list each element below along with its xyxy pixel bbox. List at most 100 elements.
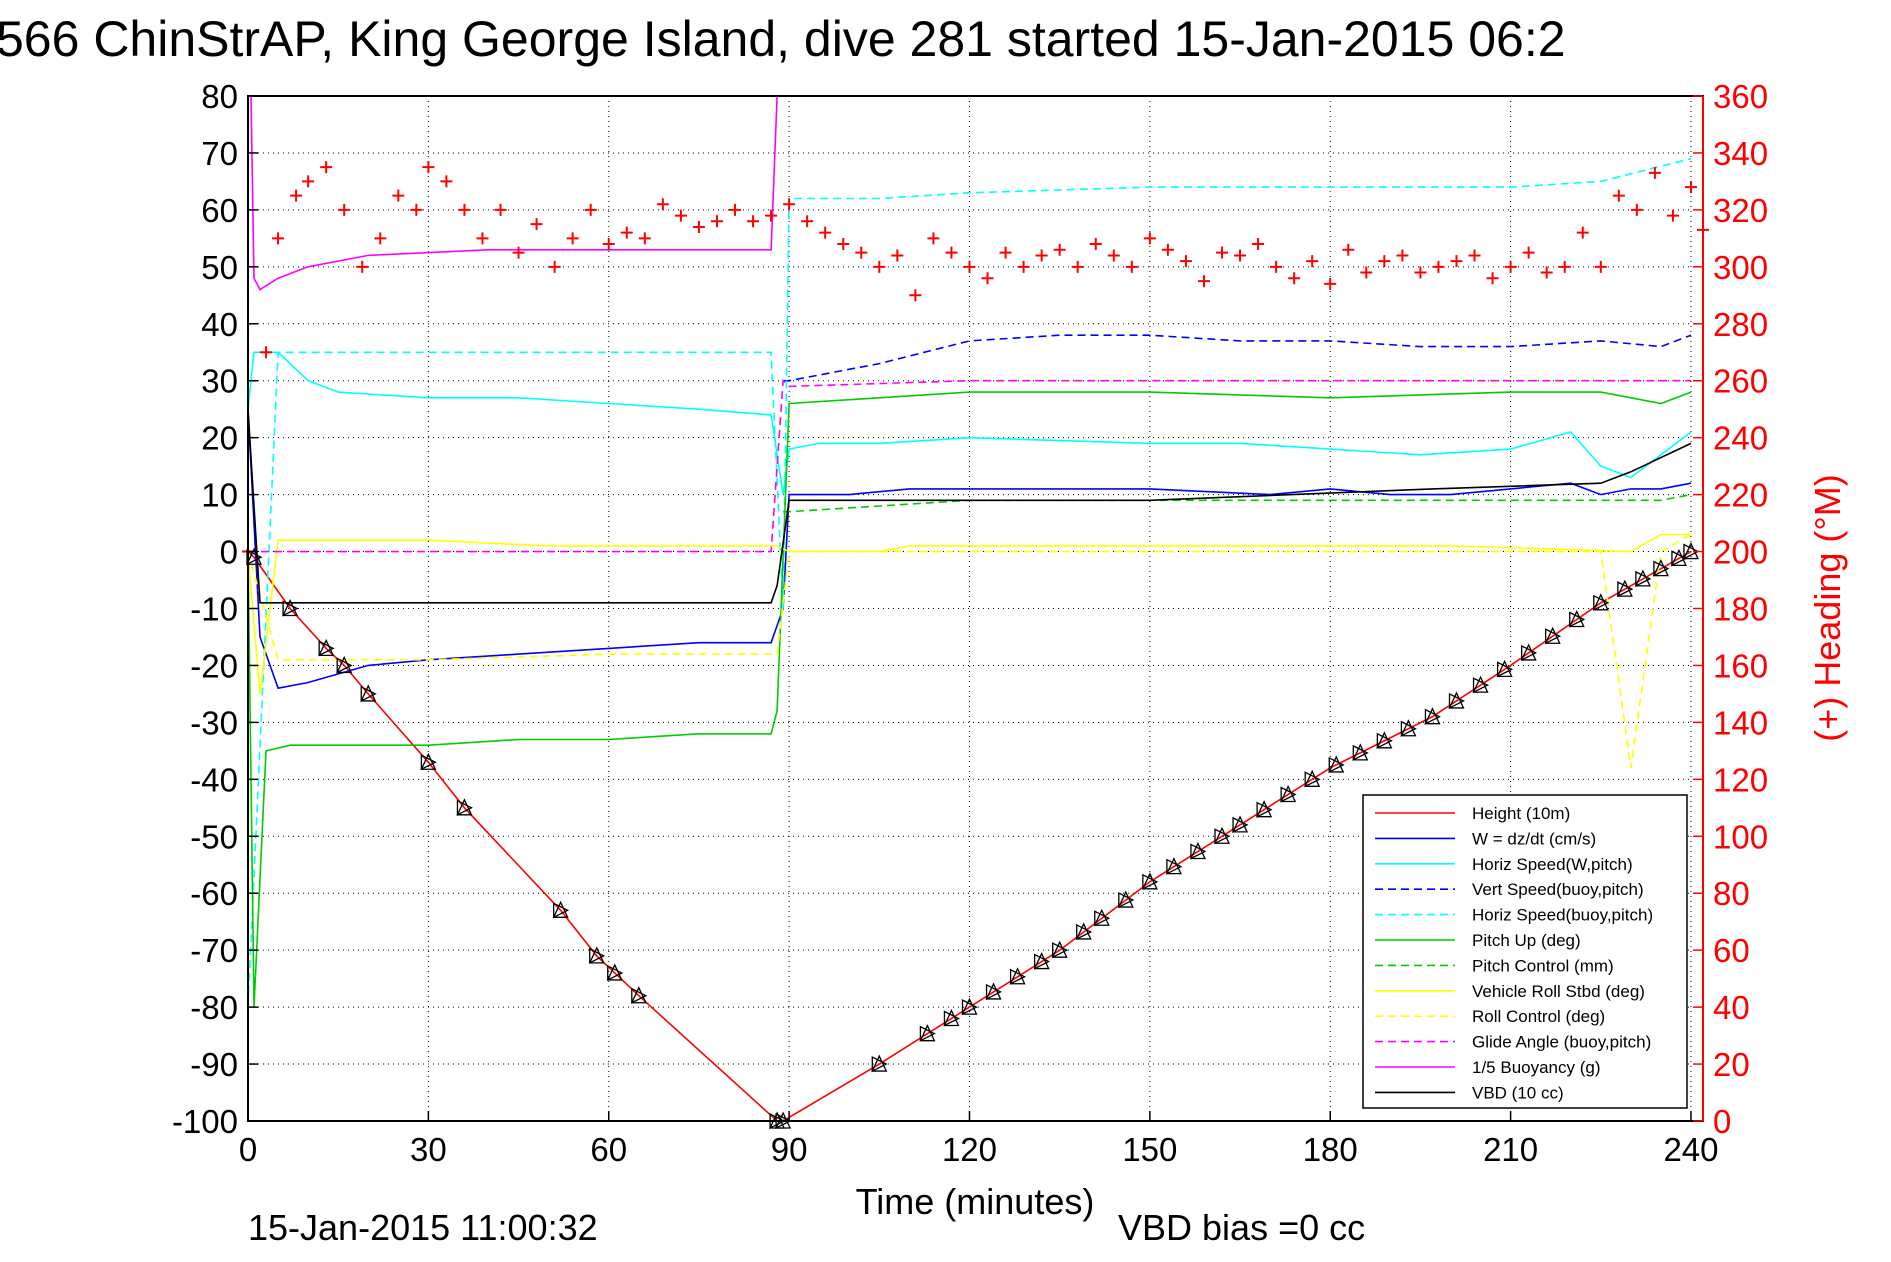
height-marker-right <box>1683 543 1700 560</box>
heading-point <box>440 175 453 188</box>
height-marker-up <box>1652 559 1669 577</box>
height-marker-right <box>552 902 570 919</box>
heading-point <box>1107 249 1120 262</box>
heading-point <box>1179 255 1192 268</box>
height-marker-right <box>1076 923 1093 940</box>
heading-point <box>512 246 525 259</box>
heading-point <box>566 232 579 245</box>
y-tick-label: -30 <box>190 704 238 741</box>
heading-point <box>710 215 723 228</box>
y-right-tick-label: 120 <box>1713 761 1768 798</box>
heading-point <box>765 209 778 222</box>
height-marker-up <box>1424 707 1441 725</box>
y-right-tick-label: 200 <box>1713 534 1768 571</box>
heading-point <box>1161 243 1174 256</box>
y-right-tick-label: 240 <box>1713 420 1768 457</box>
height-marker-right <box>1424 708 1441 725</box>
y-axis-right-label: (+) Heading (°M) <box>1807 474 1848 741</box>
heading-point <box>1486 272 1499 285</box>
x-tick-label: 0 <box>239 1131 257 1168</box>
heading-point <box>494 203 507 216</box>
y-tick-label: 20 <box>201 420 238 457</box>
y-tick-label: 60 <box>201 192 238 229</box>
height-marker-up <box>1189 841 1206 860</box>
heading-series <box>242 161 1709 558</box>
height-marker-right <box>1448 692 1465 709</box>
y-tick-label: 0 <box>220 534 238 571</box>
y-right-tick-label: 20 <box>1713 1046 1750 1083</box>
y-right-tick-label: 100 <box>1713 818 1768 855</box>
height-marker-right <box>456 799 473 816</box>
height-marker-right <box>1009 968 1027 985</box>
legend-label: 1/5 Buoyancy (g) <box>1472 1058 1601 1077</box>
heading-point <box>272 232 285 245</box>
heading-point <box>801 215 814 228</box>
height-marker-up <box>420 752 437 770</box>
height-marker-right <box>1304 771 1321 788</box>
x-axis: 0 30 60 90 120 150 180 210 240 <box>239 1111 1719 1168</box>
y-right-tick-label: 320 <box>1713 192 1768 229</box>
heading-point <box>837 238 850 251</box>
heading-point <box>999 246 1012 259</box>
heading-point <box>620 226 633 239</box>
heading-point <box>1396 249 1409 262</box>
heading-point <box>1522 246 1535 259</box>
height-marker-right <box>1118 892 1135 909</box>
y-tick-label: -40 <box>190 761 238 798</box>
height-marker-up <box>1448 691 1465 709</box>
height-marker-right <box>1232 816 1249 833</box>
height-marker-right <box>1617 581 1634 598</box>
heading-point <box>1324 277 1337 290</box>
x-tick-label: 240 <box>1663 1131 1718 1168</box>
series-line-5 <box>247 391 1692 1008</box>
height-marker-right <box>985 983 1002 1000</box>
heading-point <box>584 203 597 216</box>
heading-point <box>1017 260 1030 273</box>
heading-point <box>392 189 405 202</box>
heading-point <box>927 232 940 245</box>
height-marker-up <box>1051 940 1068 958</box>
height-marker-right <box>1545 628 1562 645</box>
x-tick-label: 30 <box>410 1131 447 1168</box>
heading-point <box>260 346 273 359</box>
heading-point <box>1468 249 1481 262</box>
height-marker-right <box>336 657 353 674</box>
series-line-10 <box>250 95 778 291</box>
y-right-tick-label: 160 <box>1713 647 1768 684</box>
x-tick-label: 90 <box>771 1131 808 1168</box>
heading-point <box>819 226 832 239</box>
height-marker-right <box>1190 843 1207 860</box>
heading-point <box>338 203 351 216</box>
heading-point <box>638 232 651 245</box>
height-marker-up <box>282 598 299 617</box>
heading-point <box>873 260 886 273</box>
y-tick-label: -50 <box>190 818 238 855</box>
y-right-tick-label: 360 <box>1713 78 1768 115</box>
height-marker-up <box>360 684 377 702</box>
heading-point <box>1252 238 1265 251</box>
series-line-4 <box>247 157 1692 1008</box>
height-markers <box>245 542 1700 1130</box>
height-marker-right <box>1400 720 1417 737</box>
height-marker-up <box>1304 769 1321 787</box>
heading-point <box>302 175 315 188</box>
heading-point <box>1360 266 1373 279</box>
height-marker-up <box>552 900 569 918</box>
heading-point <box>729 203 742 216</box>
height-marker-right <box>1280 786 1297 803</box>
height-marker-up <box>871 1054 888 1072</box>
height-marker-up <box>1568 609 1585 628</box>
heading-point <box>1630 203 1643 216</box>
height-marker-right <box>1166 858 1183 875</box>
height-marker-up <box>1165 857 1182 875</box>
height-marker-right <box>1593 594 1610 611</box>
height-marker-right <box>961 999 978 1016</box>
height-marker-up <box>1352 743 1369 761</box>
y-right-tick-label: 340 <box>1713 135 1768 172</box>
heading-point <box>1648 166 1661 179</box>
heading-point <box>1684 181 1697 194</box>
height-marker-right <box>1520 644 1538 661</box>
heading-point <box>356 260 369 273</box>
y-tick-label: 70 <box>201 135 238 172</box>
height-marker-right <box>1376 732 1393 749</box>
